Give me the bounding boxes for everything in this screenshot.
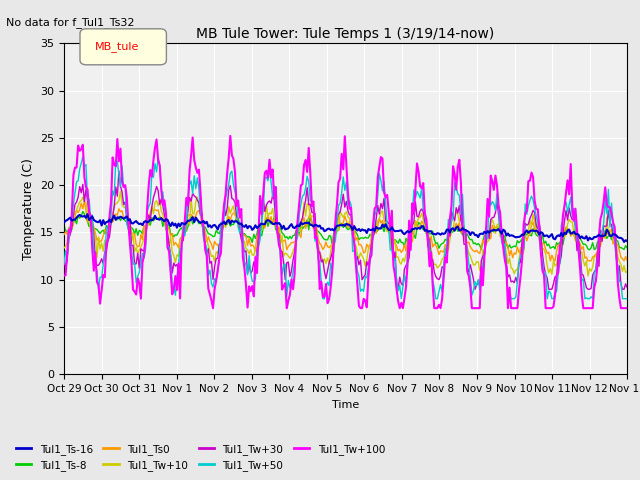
Text: MB_tule: MB_tule xyxy=(95,42,139,52)
X-axis label: Time: Time xyxy=(332,400,359,409)
Legend: Tul1_Ts-16, Tul1_Ts-8, Tul1_Ts0, Tul1_Tw+10, Tul1_Tw+30, Tul1_Tw+50, Tul1_Tw+100: Tul1_Ts-16, Tul1_Ts-8, Tul1_Ts0, Tul1_Tw… xyxy=(12,439,389,475)
Title: MB Tule Tower: Tule Temps 1 (3/19/14-now): MB Tule Tower: Tule Temps 1 (3/19/14-now… xyxy=(196,27,495,41)
Y-axis label: Temperature (C): Temperature (C) xyxy=(22,158,35,260)
Text: No data for f_Tul1_Ts32: No data for f_Tul1_Ts32 xyxy=(6,17,135,28)
